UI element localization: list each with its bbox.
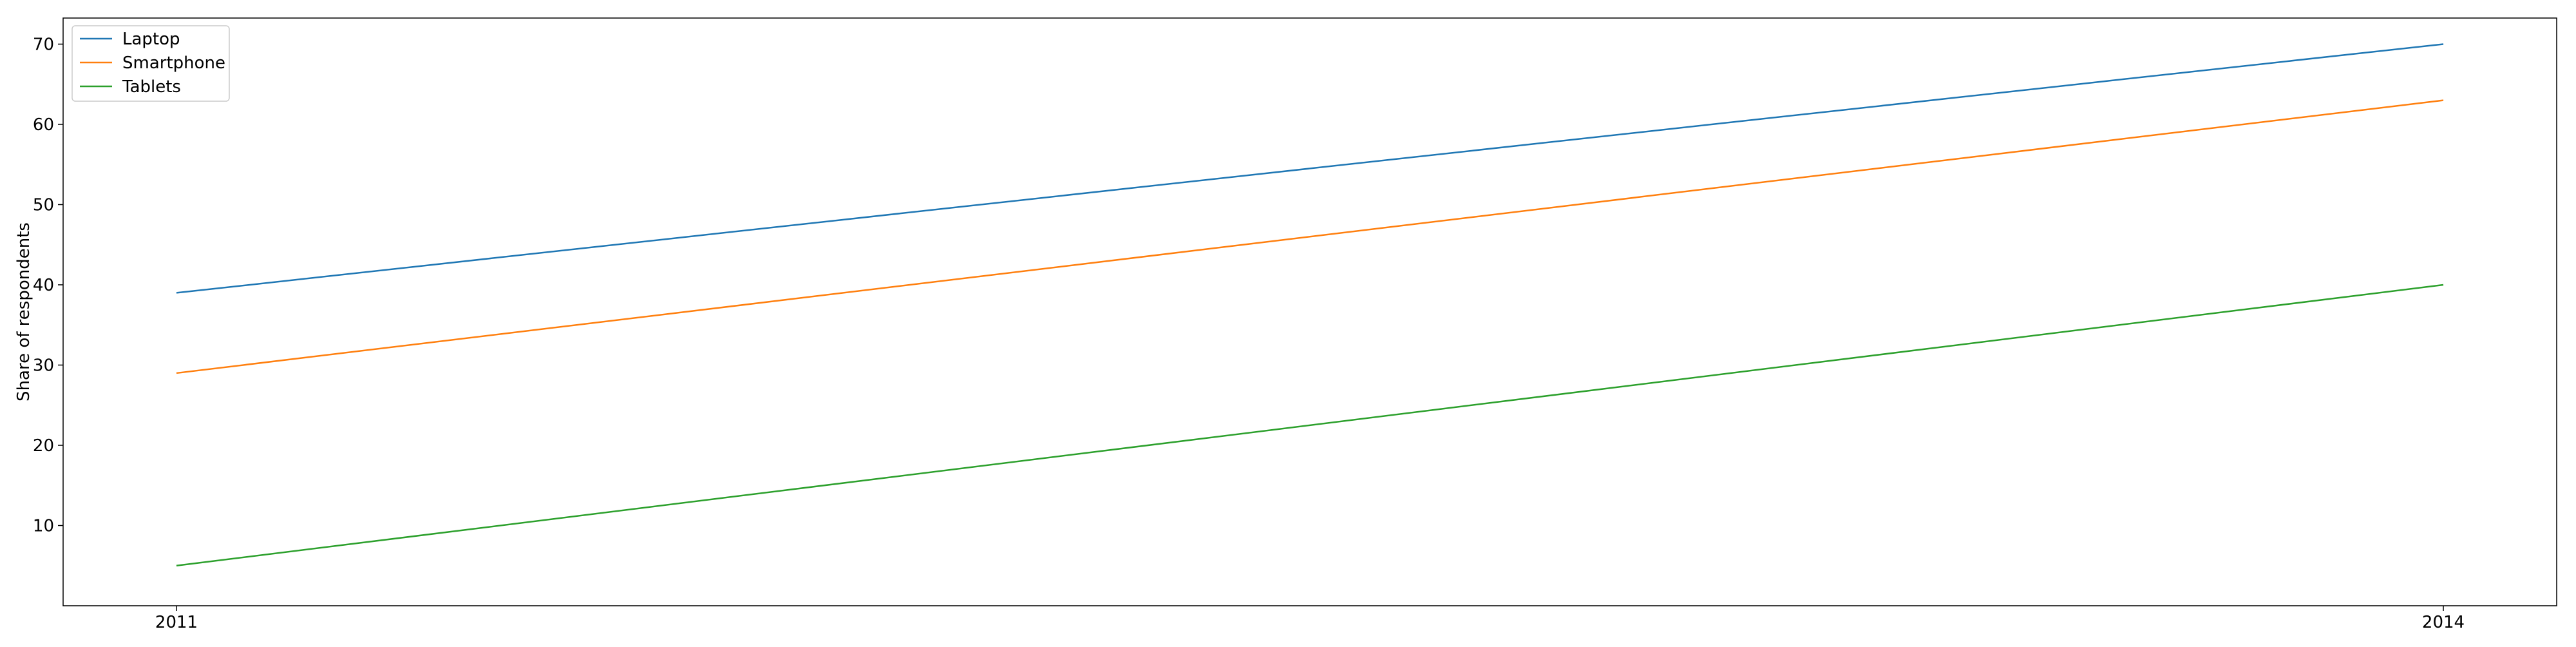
x-axis: 2011 2014 xyxy=(155,606,2465,632)
y-axis: 10 20 30 40 50 60 70 xyxy=(33,35,63,536)
y-tick-label: 70 xyxy=(33,35,54,54)
x-tick-label: 2014 xyxy=(2422,613,2465,632)
y-tick-label: 40 xyxy=(33,276,54,295)
legend-box xyxy=(71,25,230,102)
y-tick-label: 30 xyxy=(33,356,54,375)
series-line-smartphone xyxy=(176,99,2444,374)
y-tick-label: 10 xyxy=(33,516,54,536)
series-layer xyxy=(176,43,2444,566)
legend: Laptop Smartphone Tablets xyxy=(71,25,230,102)
plot-area xyxy=(63,18,2557,606)
legend-label-tablets: Tablets xyxy=(122,77,181,97)
y-tick-label: 20 xyxy=(33,436,54,456)
y-tick-label: 60 xyxy=(33,115,54,135)
series-line-laptop xyxy=(176,43,2444,294)
y-tick-label: 50 xyxy=(33,195,54,215)
y-axis-label: Share of respondents xyxy=(14,222,33,401)
x-tick-label: 2011 xyxy=(155,613,198,632)
plot-frame xyxy=(62,17,2557,606)
series-line-tablets xyxy=(176,284,2444,566)
legend-label-laptop: Laptop xyxy=(122,30,180,49)
legend-label-smartphone: Smartphone xyxy=(122,53,225,73)
